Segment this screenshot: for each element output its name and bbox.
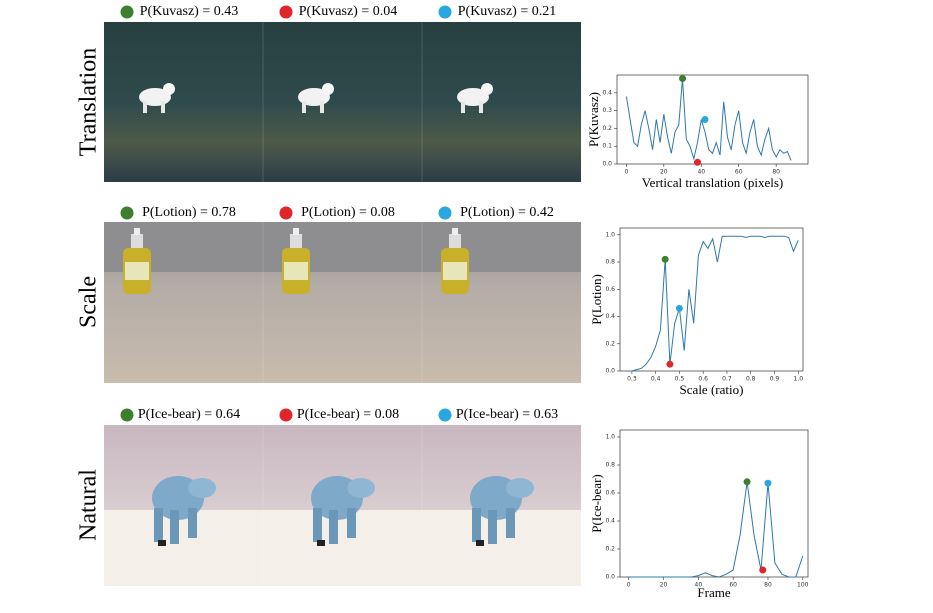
x-tick-label: 60 <box>729 582 737 589</box>
caption-dot <box>120 408 134 422</box>
y-tick-label: 0.0 <box>602 161 612 168</box>
x-tick-label: 0.9 <box>770 376 780 383</box>
y-tick-label: 0.2 <box>605 340 615 347</box>
x-tick-label: 40 <box>695 582 703 589</box>
highlight-point <box>764 479 772 487</box>
y-tick-label: 0.2 <box>602 125 612 132</box>
caption-dot <box>279 408 293 422</box>
caption-dot <box>279 206 293 220</box>
y-tick-label: 0.4 <box>605 518 615 525</box>
caption-dot <box>120 206 134 220</box>
y-tick-label: 0.6 <box>605 490 615 497</box>
line <box>625 78 792 161</box>
plot-frame <box>616 74 809 165</box>
highlight-point <box>661 255 669 263</box>
x-tick-label: 20 <box>660 169 668 176</box>
highlight-point <box>759 566 767 574</box>
y-axis-label: P(Kuvasz) <box>586 92 601 147</box>
x-tick-label: 0 <box>624 169 628 176</box>
x-tick-label: 60 <box>735 169 743 176</box>
row-label: Translation <box>76 48 102 156</box>
caption: P(Kuvasz) = 0.21 <box>458 4 557 19</box>
x-tick-label: 80 <box>772 169 780 176</box>
y-tick-label: 0.3 <box>602 107 612 114</box>
y-tick-label: 1.0 <box>605 231 615 238</box>
x-tick-label: 0.5 <box>675 376 685 383</box>
caption: P(Ice-bear) = 0.63 <box>456 407 558 422</box>
x-tick-label: 0.3 <box>627 376 637 383</box>
image-strip <box>104 22 581 586</box>
y-tick-label: 0.0 <box>605 368 615 375</box>
highlight-point <box>666 360 674 368</box>
x-axis-label: Frame <box>697 585 730 600</box>
caption: P(Lotion) = 0.42 <box>460 205 554 220</box>
caption: P(Kuvasz) = 0.04 <box>299 4 398 19</box>
y-axis-label: P(Ice-bear) <box>589 474 604 532</box>
row-label: Natural <box>76 469 102 541</box>
y-axis-label: P(Lotion) <box>589 274 604 325</box>
x-tick-label: 0.4 <box>651 376 661 383</box>
x-tick-label: 0 <box>627 582 631 589</box>
highlight-point <box>743 478 751 486</box>
y-tick-label: 0.4 <box>602 89 612 96</box>
x-tick-label: 80 <box>764 582 772 589</box>
row-label: Scale <box>76 276 102 328</box>
caption: P(Lotion) = 0.78 <box>142 205 236 220</box>
y-tick-label: 0.8 <box>605 462 615 469</box>
highlight-point <box>679 75 687 83</box>
x-axis-label: Vertical translation (pixels) <box>642 175 784 190</box>
caption: P(Ice-bear) = 0.64 <box>138 407 240 422</box>
caption: P(Kuvasz) = 0.43 <box>140 4 239 19</box>
x-tick-label: 40 <box>697 169 705 176</box>
y-tick-label: 0.0 <box>605 574 615 581</box>
plot-frame <box>619 429 809 578</box>
caption-dot <box>279 5 293 19</box>
caption-dot <box>438 206 452 220</box>
line <box>628 481 804 578</box>
highlight-point <box>694 158 702 166</box>
y-tick-label: 0.8 <box>605 259 615 266</box>
x-tick-label: 1.0 <box>793 376 803 383</box>
x-axis-label: Scale (ratio) <box>680 382 744 397</box>
x-tick-label: 20 <box>660 582 668 589</box>
y-tick-label: 1.0 <box>605 434 615 441</box>
caption: P(Ice-bear) = 0.08 <box>297 407 399 422</box>
highlight-point <box>675 304 683 312</box>
x-tick-label: 0.8 <box>746 376 756 383</box>
line <box>627 235 799 372</box>
y-tick-label: 0.1 <box>602 143 612 150</box>
x-tick-label: 0.6 <box>698 376 708 383</box>
plot-frame <box>619 227 804 372</box>
y-tick-label: 0.2 <box>605 546 615 553</box>
y-tick-label: 0.4 <box>605 313 615 320</box>
x-tick-label: 100 <box>797 582 809 589</box>
caption-dot <box>438 5 452 19</box>
y-tick-label: 0.6 <box>605 286 615 293</box>
x-tick-label: 0.7 <box>722 376 732 383</box>
caption-dot <box>120 5 134 19</box>
caption-dot <box>438 408 452 422</box>
highlight-point <box>701 116 709 123</box>
caption: P(Lotion) = 0.08 <box>301 205 395 220</box>
